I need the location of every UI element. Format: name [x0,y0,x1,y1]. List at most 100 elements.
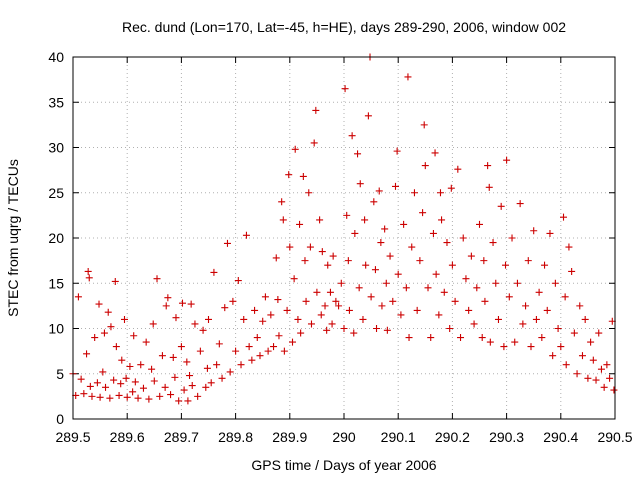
data-point [148,365,156,373]
data-point [362,261,370,269]
data-point [431,149,439,157]
data-point [296,220,304,228]
data-point [289,338,297,346]
data-point [408,243,416,251]
data-point [245,343,253,351]
data-point [272,254,280,262]
x-tick-label: 289.7 [164,429,199,445]
data-point [317,311,325,319]
data-point [447,184,455,192]
data-point [188,382,196,390]
data-point [516,200,524,208]
data-point [178,299,186,307]
data-point [203,364,211,372]
data-point [551,279,559,287]
data-point [513,279,521,287]
data-point [576,302,584,310]
data-point [130,332,138,340]
data-point [184,397,192,405]
data-point [436,189,444,197]
data-point [318,248,326,256]
data-point [351,229,359,237]
data-point [489,239,497,247]
data-point [480,257,488,265]
data-point [328,320,336,328]
data-point [324,261,332,269]
data-point [373,325,381,332]
data-point [280,347,288,355]
data-point [180,386,188,394]
x-tick-label: 289.9 [272,429,307,445]
data-point [183,358,191,366]
data-point [370,198,378,206]
data-point [375,187,383,195]
data-point [115,391,123,399]
y-tick-label: 10 [48,321,64,337]
data-point [177,343,185,351]
data-point [419,209,427,217]
data-point [237,361,245,369]
data-point [85,274,93,282]
data-point [335,302,343,310]
data-point [285,171,293,179]
data-point [502,261,510,269]
data-point [218,374,226,382]
data-point [524,257,532,265]
data-point [110,376,118,384]
data-point [253,334,261,342]
data-point [158,352,166,360]
data-point [99,368,107,376]
data-point [451,297,459,305]
y-tick-label: 20 [48,230,64,246]
data-point [196,347,204,355]
data-point [361,216,369,224]
data-point [505,293,513,301]
data-point [278,198,286,206]
data-point [77,375,85,383]
data-point [100,329,108,337]
data-point [313,288,321,296]
data-point [587,338,595,346]
data-point [610,386,618,394]
data-point [129,388,137,396]
data-point [149,320,157,328]
data-point [511,338,519,346]
data-point [565,243,573,251]
y-tick-label: 35 [48,94,64,110]
data-point [440,288,448,296]
data-point [527,343,535,351]
data-point [443,239,451,247]
x-tick-label: 289.8 [218,429,253,445]
data-point [80,390,88,398]
data-point [340,325,348,332]
data-point [345,306,353,314]
data-point [283,306,291,314]
x-tick-label: 289.6 [110,429,145,445]
data-point [554,325,562,332]
data-point [391,182,399,190]
data-point [111,277,119,285]
plot-frame [72,56,616,420]
data-point [326,288,334,296]
data-point [397,311,405,319]
data-point [546,229,554,237]
data-point [291,145,299,153]
data-point [86,382,94,390]
x-tick-label: 290.2 [435,429,470,445]
data-point [457,334,465,342]
data-point [261,293,269,301]
data-point [307,320,315,328]
data-point [420,121,428,129]
data-point [199,326,207,334]
data-point [267,311,275,319]
data-point [175,397,183,405]
data-point [229,297,237,305]
data-point [215,340,223,348]
data-point [96,393,104,401]
data-point [164,294,172,302]
data-point [137,361,145,369]
data-point [364,112,372,120]
data-point [355,284,363,292]
data-point [162,302,170,310]
data-point [223,239,231,247]
